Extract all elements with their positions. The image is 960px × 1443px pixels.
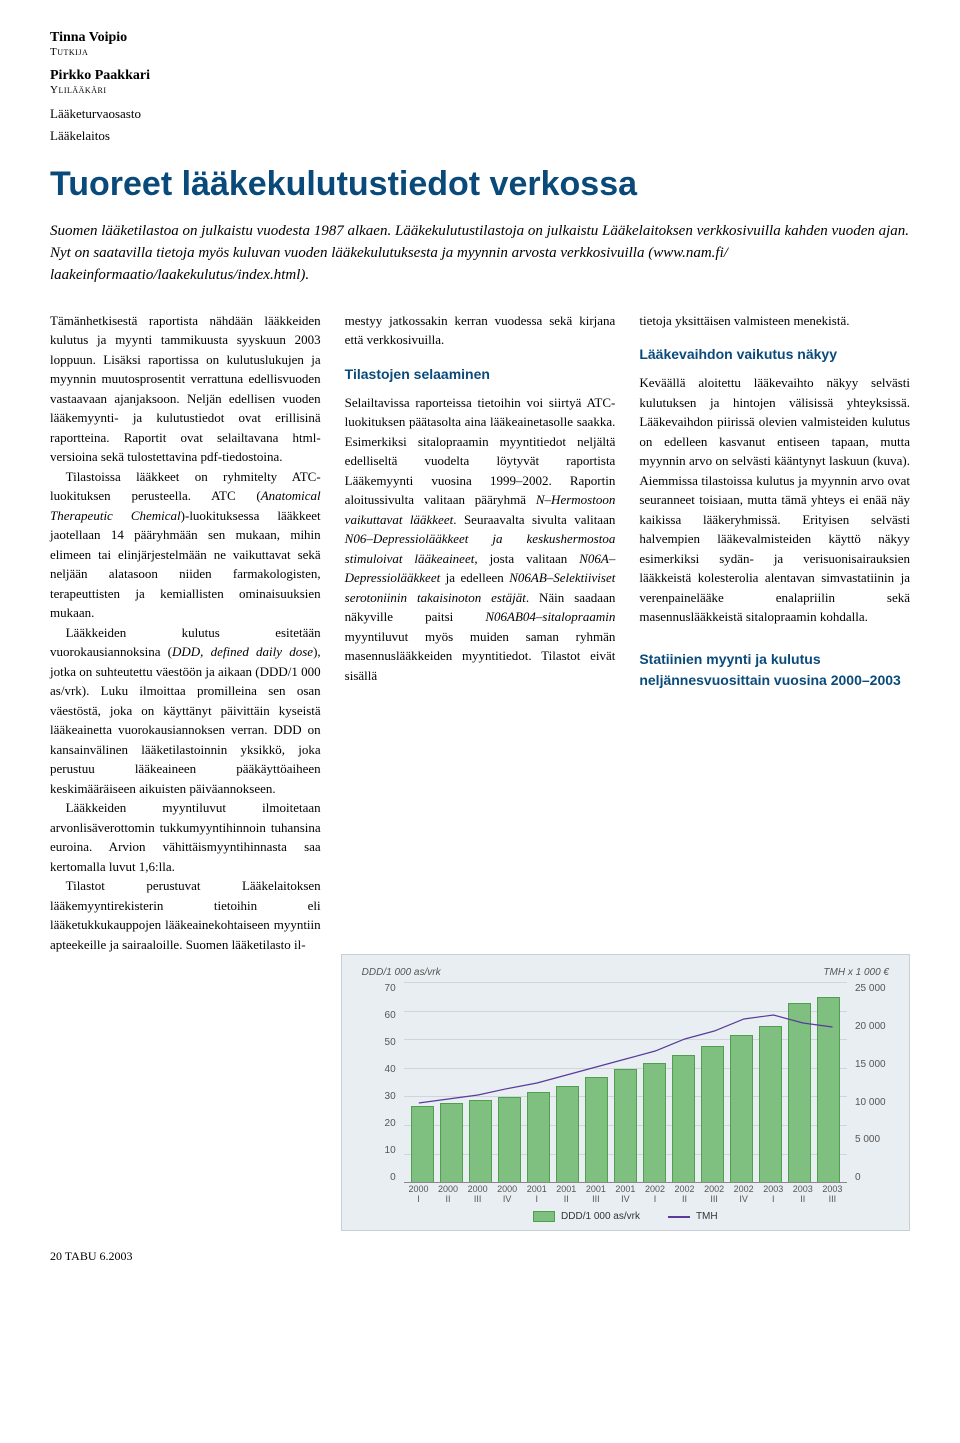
- author-block: Tinna Voipio Tutkija Pirkko Paakkari Yli…: [50, 30, 910, 144]
- chart-box: DDD/1 000 as/vrk TMH x 1 000 € 706050403…: [341, 954, 910, 1231]
- chart-title: Statiinien myynti ja kulutus neljännesvu…: [639, 649, 910, 691]
- line-series: [404, 983, 847, 1183]
- author-role: Tutkija: [50, 46, 910, 58]
- page-footer: 20 TABU 6.2003: [50, 1249, 910, 1264]
- department-line-2: Lääkelaitos: [50, 128, 910, 144]
- chart-section: Statiinien myynti ja kulutus neljännesvu…: [639, 649, 910, 691]
- body-para: Selailtavissa raporteissa tietoihin voi …: [345, 393, 616, 686]
- legend-line-label: TMH: [696, 1211, 718, 1222]
- legend-line: TMH: [668, 1211, 718, 1222]
- body-columns: Tämänhetkisestä raportista nähdään lääkk…: [50, 311, 910, 955]
- y-axis-right: 25 00020 00015 00010 0005 0000: [851, 983, 895, 1183]
- body-para: Tämänhetkisestä raportista nähdään lääkk…: [50, 311, 321, 467]
- chart-legend: DDD/1 000 as/vrk TMH: [356, 1211, 895, 1222]
- body-para: Tilastot perustuvat Lääkelaitoksen lääke…: [50, 876, 321, 954]
- y-axis-left-title: DDD/1 000 as/vrk: [362, 967, 441, 978]
- body-para: Lääkkeiden myyntiluvut ilmoitetaan arvon…: [50, 798, 321, 876]
- body-para: Tilastoissa lääkkeet on ryhmitelty ATC-l…: [50, 467, 321, 623]
- column-1: Tämänhetkisestä raportista nähdään lääkk…: [50, 311, 321, 955]
- body-para: tietoja yksittäisen valmisteen menekistä…: [639, 311, 910, 331]
- body-para: Lääkkeiden kulutus esitetään vuorokausia…: [50, 623, 321, 799]
- x-axis-labels: 2000I2000II2000III2000IV2001I2001II2001I…: [404, 1185, 847, 1205]
- body-para: Keväällä aloitettu lääkevaihto näkyy sel…: [639, 373, 910, 627]
- baseline: [404, 1182, 847, 1183]
- intro-paragraph: Suomen lääketilastoa on julkaistu vuodes…: [50, 221, 910, 286]
- column-3: tietoja yksittäisen valmisteen menekistä…: [639, 311, 910, 955]
- chart-area: DDD/1 000 as/vrk TMH x 1 000 € 706050403…: [356, 965, 895, 1205]
- column-2: mestyy jatkossakin kerran vuodessa sekä …: [345, 311, 616, 955]
- y-axis-left: 706050403020100: [356, 983, 400, 1183]
- subheading: Tilastojen selaaminen: [345, 364, 616, 385]
- bar-swatch-icon: [533, 1211, 555, 1222]
- legend-bar: DDD/1 000 as/vrk: [533, 1211, 640, 1222]
- y-axis-right-title: TMH x 1 000 €: [823, 967, 889, 978]
- subheading: Lääkevaihdon vaikutus näkyy: [639, 344, 910, 365]
- chart-wrapper: DDD/1 000 as/vrk TMH x 1 000 € 706050403…: [341, 954, 910, 1231]
- body-para: mestyy jatkossakin kerran vuodessa sekä …: [345, 311, 616, 350]
- author-1: Tinna Voipio Tutkija: [50, 30, 910, 58]
- plot-area: [404, 983, 847, 1183]
- author-role: Ylilääkäri: [50, 84, 910, 96]
- author-name: Tinna Voipio: [50, 30, 910, 46]
- legend-bar-label: DDD/1 000 as/vrk: [561, 1211, 640, 1222]
- article-title: Tuoreet lääkekulutustiedot verkossa: [50, 166, 910, 203]
- department-line-1: Lääketurvaosasto: [50, 106, 910, 122]
- author-2: Pirkko Paakkari Ylilääkäri: [50, 68, 910, 96]
- author-name: Pirkko Paakkari: [50, 68, 910, 84]
- line-swatch-icon: [668, 1216, 690, 1218]
